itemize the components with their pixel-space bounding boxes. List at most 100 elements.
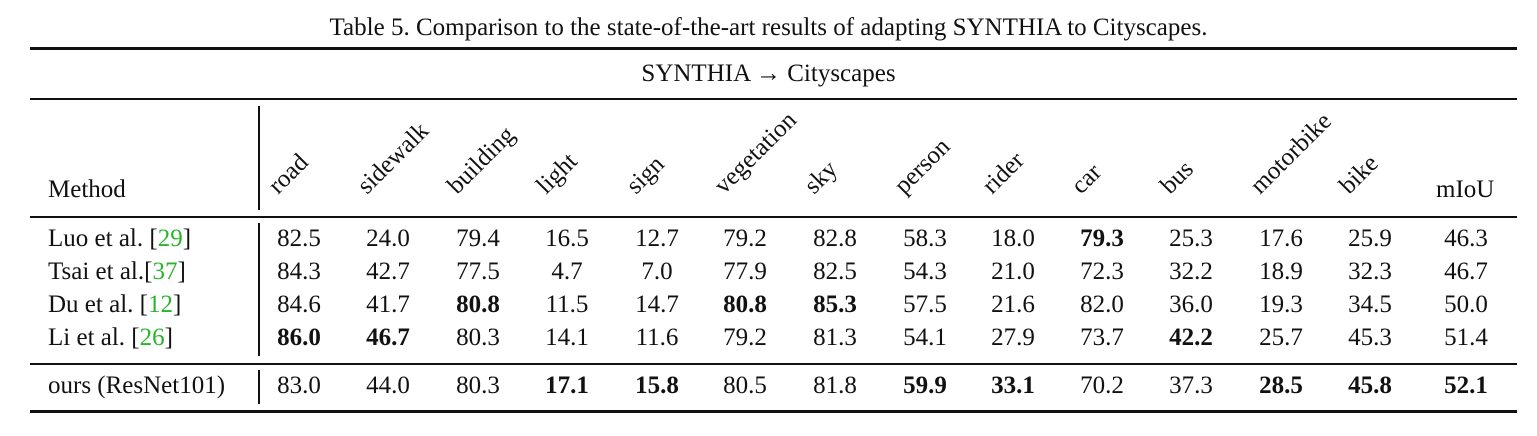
citation-bracket: ] (172, 291, 182, 318)
table-cell: 79.2 (723, 225, 767, 252)
table-cell: 45.3 (1348, 324, 1392, 351)
table-cell: 18.0 (991, 225, 1035, 252)
column-header-bus: bus (1155, 155, 1199, 200)
table-cell: 83.0 (277, 372, 321, 399)
citation-bracket: ] (177, 258, 186, 285)
table-cell: 19.3 (1259, 291, 1303, 318)
column-header-rider: rider (977, 146, 1030, 200)
table-cell: 25.9 (1348, 225, 1392, 252)
table-cell: 77.5 (456, 258, 500, 285)
table-cell: 80.3 (456, 372, 500, 399)
column-header-miou: mIoU (1436, 176, 1495, 203)
table-cell: 34.5 (1348, 291, 1392, 318)
table-cell: 85.3 (813, 291, 857, 318)
column-header-person: person (889, 133, 956, 200)
bottom-rule (30, 410, 1517, 413)
table-cell: 79.3 (1080, 225, 1124, 252)
table-cell: 80.5 (723, 372, 767, 399)
table-cell: 42.7 (366, 258, 410, 285)
method-name: ours (ResNet101) (48, 372, 226, 399)
table-cell: 81.3 (813, 324, 857, 351)
column-header-sidewalk: sidewalk (352, 117, 435, 200)
column-header-bike: bike (1334, 149, 1384, 200)
table-cell: 86.0 (277, 324, 321, 351)
header-rule (30, 98, 1517, 100)
table-cell: 18.9 (1259, 258, 1303, 285)
citation-bracket: ] (164, 324, 173, 351)
table-cell: 79.2 (723, 324, 767, 351)
table-cell: 25.3 (1169, 225, 1213, 252)
table-cell: 36.0 (1169, 291, 1213, 318)
table-cell: 72.3 (1080, 258, 1124, 285)
ours-rule (30, 363, 1517, 365)
citation-link[interactable]: 29 (157, 225, 183, 252)
column-header-vegetation: vegetation (709, 106, 802, 200)
table-cell: 32.3 (1348, 258, 1392, 285)
table-cell: 46.3 (1444, 225, 1488, 252)
table-cell: 58.3 (903, 225, 947, 252)
table-cell: 28.5 (1259, 372, 1303, 399)
table-cell: 4.7 (551, 258, 583, 285)
column-divider (258, 223, 260, 356)
method-header: Method (48, 176, 126, 203)
table-cell: 46.7 (366, 324, 410, 351)
table-cell: 44.0 (366, 372, 410, 399)
column-header-sign: sign (621, 150, 670, 200)
table-cell: 7.0 (641, 258, 673, 285)
table-cell: 14.1 (545, 324, 589, 351)
table-cell: 84.3 (277, 258, 321, 285)
citation-link[interactable]: 37 (152, 258, 178, 285)
column-divider (258, 106, 260, 210)
table-cell: 79.4 (456, 225, 500, 252)
row-label: ours (ResNet101) (48, 372, 225, 400)
table-cell: 70.2 (1080, 372, 1124, 399)
table-cell: 52.1 (1444, 372, 1488, 399)
table-cell: 54.1 (903, 324, 947, 351)
table-cell: 51.4 (1444, 324, 1488, 351)
table-cell: 17.1 (545, 372, 589, 399)
table-cell: 37.3 (1169, 372, 1213, 399)
super-header: SYNTHIA → Cityscapes (641, 60, 896, 87)
table-cell: 84.6 (277, 291, 321, 318)
table-cell: 24.0 (366, 225, 410, 252)
table-cell: 73.7 (1080, 324, 1124, 351)
table-cell: 80.3 (456, 324, 500, 351)
table-cell: 11.6 (635, 324, 679, 351)
table-cell: 57.5 (903, 291, 947, 318)
table-cell: 11.5 (545, 291, 589, 318)
table-cell: 59.9 (903, 372, 947, 399)
row-label: Du et al. [12] (48, 291, 181, 319)
table-cell: 41.7 (366, 291, 410, 318)
column-header-sky: sky (799, 155, 843, 200)
row-label: Tsai et al.[37] (48, 258, 186, 286)
top-rule (30, 47, 1517, 50)
body-rule (30, 216, 1517, 218)
column-divider (258, 370, 260, 404)
table-cell: 16.5 (545, 225, 589, 252)
table-caption: Table 5. Comparison to the state-of-the-… (329, 14, 1208, 41)
column-header-road: road (263, 148, 314, 200)
method-name: Du et al. [ (48, 291, 148, 318)
row-label: Luo et al. [29] (48, 225, 191, 253)
table-cell: 21.6 (991, 291, 1035, 318)
column-header-motorbike: motorbike (1245, 107, 1337, 200)
method-name: Luo et al. [ (48, 225, 158, 252)
table-cell: 12.7 (635, 225, 679, 252)
table-cell: 46.7 (1444, 258, 1488, 285)
row-label: Li et al. [26] (48, 324, 173, 352)
table-cell: 21.0 (991, 258, 1035, 285)
method-name: Li et al. [ (48, 324, 140, 351)
table-cell: 33.1 (991, 372, 1035, 399)
table-cell: 80.8 (723, 291, 767, 318)
citation-link[interactable]: 26 (139, 324, 165, 351)
table-cell: 32.2 (1169, 258, 1213, 285)
table-cell: 81.8 (813, 372, 857, 399)
table-cell: 82.8 (813, 225, 857, 252)
table-cell: 82.5 (813, 258, 857, 285)
column-header-light: light (531, 147, 583, 200)
column-header-car: car (1066, 158, 1107, 200)
table-cell: 82.5 (277, 225, 321, 252)
table-cell: 80.8 (456, 291, 500, 318)
table-cell: 17.6 (1259, 225, 1303, 252)
citation-link[interactable]: 12 (147, 291, 173, 318)
